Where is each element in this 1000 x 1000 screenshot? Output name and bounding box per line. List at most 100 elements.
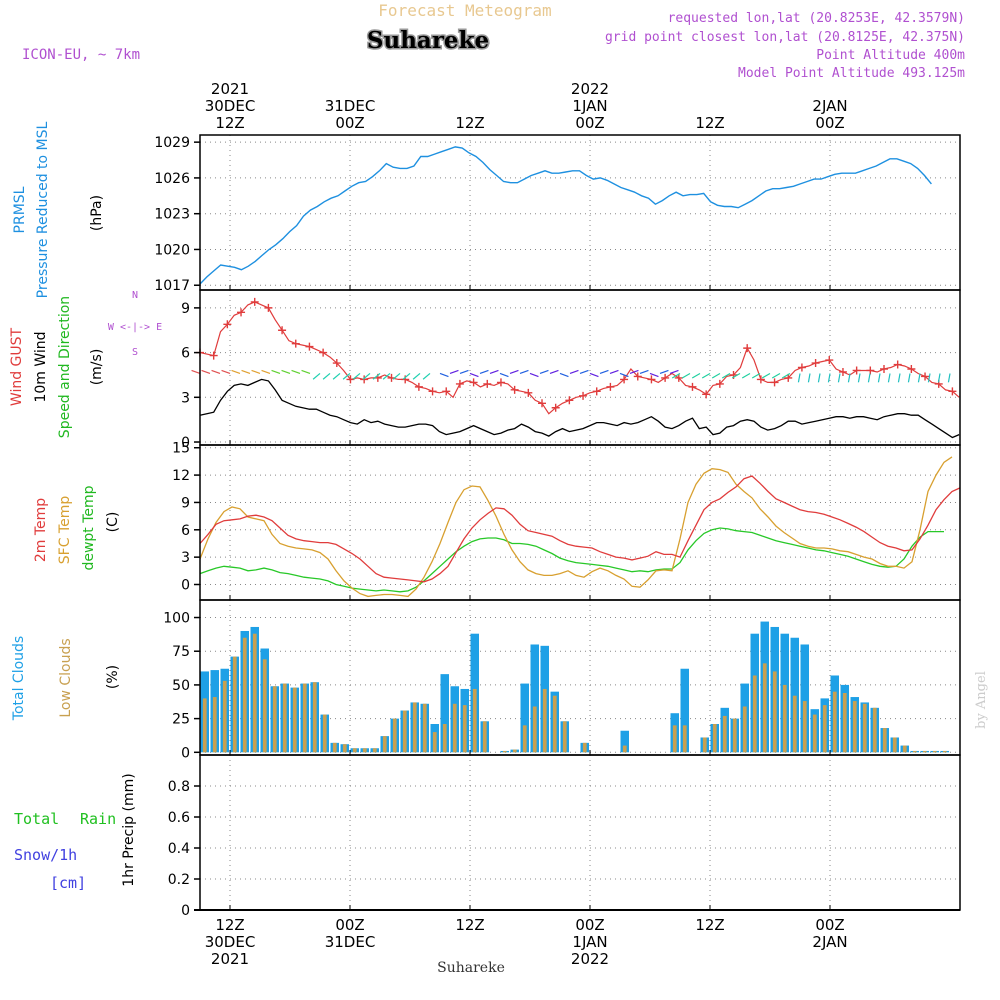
gust-marker xyxy=(647,375,656,384)
bottom-time-label: 31DEC xyxy=(325,933,376,951)
low-cloud-bar xyxy=(232,656,237,753)
wind-direction-arrow xyxy=(489,369,499,375)
wind-direction-arrow xyxy=(499,372,509,378)
gust-marker xyxy=(921,372,930,381)
gust-marker xyxy=(756,375,765,384)
bottom-time-label: 2021 xyxy=(211,950,249,968)
y-tick-label-temp: 15 xyxy=(172,441,190,457)
low-cloud-bar xyxy=(302,683,307,753)
low-cloud-bar xyxy=(312,682,317,753)
gust-marker xyxy=(674,373,683,382)
gust-marker xyxy=(893,360,902,369)
low-cloud-bar xyxy=(712,724,717,753)
gust-marker xyxy=(784,373,793,382)
temp2m-line xyxy=(199,475,961,583)
wind-direction-arrow xyxy=(817,373,821,383)
wind-direction-arrow xyxy=(681,372,691,379)
wind-direction-arrow xyxy=(291,369,301,375)
wind-direction-arrow xyxy=(837,373,841,383)
low-cloud-bar xyxy=(542,688,547,753)
wind-direction-label: Speed and Direction xyxy=(57,296,73,438)
low-cloud-bar xyxy=(872,707,877,753)
cloud-bars xyxy=(200,621,949,753)
low-cloud-bar xyxy=(562,721,567,753)
gust-marker xyxy=(852,366,861,375)
low-cloud-bar xyxy=(482,721,487,753)
wind-direction-arrow xyxy=(549,369,559,375)
wind-direction-arrow xyxy=(659,369,669,375)
wind-label: 10m Wind xyxy=(33,331,49,402)
wind-direction-arrow xyxy=(221,369,231,375)
low-cloud-bar xyxy=(332,742,337,753)
y-tick-label-wind: 0 xyxy=(181,435,190,451)
wind-direction-arrow xyxy=(539,369,549,375)
temp-unit: (C) xyxy=(105,512,121,533)
gust-marker xyxy=(688,382,697,391)
low-cloud-bar xyxy=(752,675,757,753)
y-tick-label-pressure: 1023 xyxy=(154,207,190,223)
top-time-label: 00Z xyxy=(575,114,604,132)
low-cloud-bar xyxy=(532,706,537,753)
low-cloud-bar xyxy=(722,715,727,753)
gust-marker xyxy=(401,375,410,384)
low-cloud-bar xyxy=(792,695,797,753)
wind-direction-arrow xyxy=(241,369,251,375)
y-tick-label-clouds: 25 xyxy=(172,712,190,728)
wind-unit: (m/s) xyxy=(89,349,105,386)
low-cloud-bar xyxy=(262,659,267,753)
panel-frame-pressure xyxy=(199,134,961,291)
top-time-label: 31DEC xyxy=(325,97,376,115)
gust-marker xyxy=(825,356,834,365)
y-tick-label-temp: 6 xyxy=(181,523,190,539)
low-cloud-bar xyxy=(822,705,827,753)
watermark: by Angel xyxy=(974,671,989,729)
wind-direction-arrow xyxy=(559,372,569,378)
wind-direction-arrow xyxy=(469,372,479,378)
gust-marker xyxy=(483,379,492,388)
panel-frame-precip xyxy=(199,754,961,911)
y-tick-label-temp: 3 xyxy=(181,550,190,566)
low-cloud-bar xyxy=(202,698,207,753)
gust-marker xyxy=(250,297,259,306)
gust-marker xyxy=(223,320,232,329)
wind-direction-arrow xyxy=(867,373,871,383)
wind-direction-arrow xyxy=(907,373,911,383)
gust-marker xyxy=(524,388,533,397)
pressure-label-2: Pressure Reduced to MSL xyxy=(35,121,51,298)
gust-marker xyxy=(278,326,287,335)
total-cloud-bar xyxy=(790,637,799,753)
point-altitude: Point Altitude 400m xyxy=(816,48,965,63)
wind-direction-arrow xyxy=(231,369,241,375)
low-cloud-bar xyxy=(862,703,867,753)
low-cloud-bar xyxy=(432,732,437,753)
low-cloud-bar xyxy=(472,688,477,753)
gust-marker xyxy=(579,391,588,400)
y-tick-label-wind: 9 xyxy=(181,301,190,317)
gust-marker xyxy=(743,344,752,353)
bottom-time-label: 30DEC xyxy=(205,933,256,951)
low-cloud-bar xyxy=(352,748,357,753)
low-cloud-bar xyxy=(422,703,427,753)
gust-marker xyxy=(319,348,328,357)
dewpt-line xyxy=(199,527,944,593)
wind-direction-arrow xyxy=(589,372,599,378)
y-tick-label-temp: 0 xyxy=(181,578,190,594)
wind-direction-arrow xyxy=(509,369,519,375)
gust-marker xyxy=(428,387,437,396)
low-cloud-bar xyxy=(942,750,947,753)
gust-marker xyxy=(661,373,670,382)
low-cloud-bar xyxy=(412,702,417,753)
low-cloud-bar xyxy=(442,724,447,753)
snow-unit: [cm] xyxy=(50,874,86,892)
wind-direction-arrow xyxy=(201,369,211,375)
wind-direction-arrow xyxy=(897,373,901,383)
bottom-time-label: 2022 xyxy=(571,950,609,968)
wind-direction-arrow xyxy=(807,373,811,383)
series-lines xyxy=(199,146,961,598)
gust-marker xyxy=(332,359,341,368)
wind-direction-arrow xyxy=(917,373,921,383)
y-tick-label-clouds: 100 xyxy=(163,611,190,627)
wind-direction-arrow xyxy=(332,373,341,380)
wind-direction-arrow xyxy=(392,373,401,380)
